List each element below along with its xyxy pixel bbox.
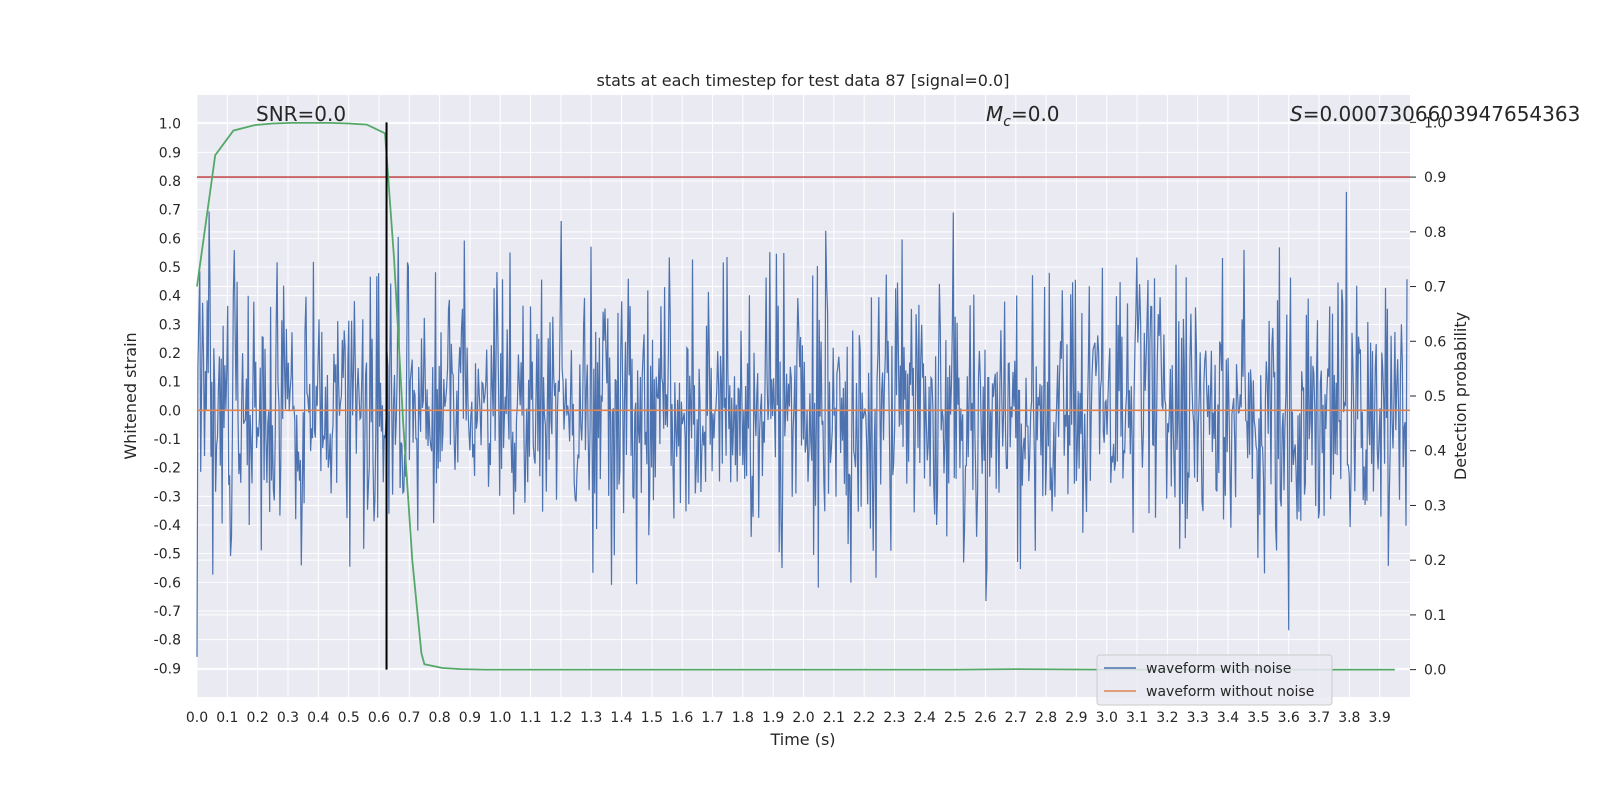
mc-value: =0.0 (1011, 102, 1060, 126)
y-tick-label: 0.2 (159, 346, 181, 362)
legend: waveform with noise waveform without noi… (1096, 654, 1333, 706)
x-tick-label: 0.0 (186, 710, 208, 726)
x-tick-label: 0.8 (428, 710, 450, 726)
x-tick-label: 0.2 (247, 710, 269, 726)
x-tick-label: 3.1 (1126, 710, 1148, 726)
x-tick-label: 3.4 (1217, 710, 1239, 726)
x-tick-label: 1.7 (701, 710, 723, 726)
y-axis-label: Whitened strain (121, 332, 140, 459)
y2-tick-label: 0.7 (1424, 280, 1446, 296)
x-tick-label: 3.5 (1247, 710, 1269, 726)
x-tick-label: 1.4 (610, 710, 632, 726)
x-tick-label: 0.4 (307, 710, 329, 726)
waveform-with-noise-line (196, 191, 1408, 657)
x-tick-label: 0.1 (216, 710, 238, 726)
x-tick-label: 2.6 (974, 710, 996, 726)
legend-box (1096, 654, 1333, 706)
y2-tick-label: 0.5 (1424, 389, 1446, 405)
y-tick-label: -0.1 (154, 432, 181, 448)
y-tick-label: -0.8 (154, 633, 181, 649)
x-tick-label: 2.4 (914, 710, 936, 726)
y2-tick-label: 0.3 (1424, 498, 1446, 514)
noise-waveform (196, 191, 1408, 657)
y2-tick-label: 0.6 (1424, 334, 1446, 350)
y2-tick-label: 0.8 (1424, 225, 1446, 241)
y-tick-label: 0.5 (159, 260, 181, 276)
x-tick-label: 0.6 (368, 710, 390, 726)
y2-tick-label: 0.2 (1424, 553, 1446, 569)
y-axis-ticks: 1.0 0.9 0.8 0.7 0.6 0.5 0.4 0.3 0.2 0.1 0.0 -0.1 -0.… (154, 117, 181, 678)
x-tick-label: 3.0 (1096, 710, 1118, 726)
y-tick-label: -0.7 (154, 604, 181, 620)
x-tick-label: 3.3 (1187, 710, 1209, 726)
x-tick-label: 3.6 (1278, 710, 1300, 726)
x-tick-label: 2.0 (792, 710, 814, 726)
x-tick-label: 0.5 (337, 710, 359, 726)
x-tick-label: 3.2 (1156, 710, 1178, 726)
x-axis-label: Time (s) (769, 730, 835, 749)
s-value: =0.0007306603947654363 (1303, 102, 1581, 126)
mc-subscript: c (1003, 114, 1011, 130)
detection-probability-line (196, 122, 1395, 671)
y2-tick-label: 0.9 (1424, 170, 1446, 186)
x-tick-label: 3.9 (1369, 710, 1391, 726)
mc-symbol: M (986, 102, 1003, 126)
x-tick-label: 2.9 (1065, 710, 1087, 726)
s-symbol: S (1290, 102, 1303, 126)
snr-annotation: SNR=0.0 (256, 102, 346, 126)
y-tick-label: -0.4 (154, 518, 181, 534)
y-tick-label: -0.6 (154, 575, 181, 591)
x-tick-label: 2.3 (883, 710, 905, 726)
y-tick-label: -0.9 (154, 661, 181, 677)
mc-annotation: Mc=0.0 (986, 102, 1060, 130)
y-tick-label: 0.0 (159, 403, 181, 419)
y2-axis-ticks: 1.0 0.9 0.8 0.7 0.6 0.5 0.4 0.3 0.2 0.1 0.0 (1410, 115, 1446, 679)
y2-tick-label: 1.0 (1424, 115, 1446, 131)
y2-tick-label: 0.0 (1424, 663, 1446, 679)
y-tick-label: 0.6 (159, 231, 181, 247)
legend-label-noise: waveform with noise (1146, 661, 1291, 677)
y-tick-label: 0.1 (159, 375, 181, 391)
x-tick-label: 1.8 (732, 710, 754, 726)
x-tick-label: 3.7 (1308, 710, 1330, 726)
x-axis-ticks: 0.0 0.1 0.2 0.3 0.4 0.5 0.6 0.7 0.8 0.9 1.0 1.1 1.2 1… (186, 710, 1391, 726)
y-tick-label: 0.3 (159, 317, 181, 333)
x-tick-label: 3.8 (1338, 710, 1360, 726)
y-tick-label: -0.3 (154, 489, 181, 505)
x-tick-label: 1.1 (519, 710, 541, 726)
legend-label-clean: waveform without noise (1146, 684, 1314, 700)
y-tick-label: 0.4 (159, 289, 181, 305)
x-tick-label: 2.8 (1035, 710, 1057, 726)
x-tick-label: 1.5 (641, 710, 663, 726)
x-tick-label: 2.2 (853, 710, 875, 726)
y-tick-label: 0.7 (159, 203, 181, 219)
y-tick-label: -0.5 (154, 547, 181, 563)
x-tick-label: 1.2 (550, 710, 572, 726)
grid (196, 95, 1410, 697)
chart-title: stats at each timestep for test data 87 … (597, 71, 1010, 90)
y2-tick-label: 0.1 (1424, 608, 1446, 624)
s-annotation: S=0.0007306603947654363 (1290, 102, 1580, 126)
y2-tick-label: 0.4 (1424, 444, 1446, 460)
x-tick-label: 0.9 (459, 710, 481, 726)
x-tick-label: 0.7 (398, 710, 420, 726)
x-tick-label: 1.3 (580, 710, 602, 726)
y-tick-label: -0.2 (154, 461, 181, 477)
x-tick-label: 1.9 (762, 710, 784, 726)
y-tick-label: 0.9 (159, 145, 181, 161)
x-tick-label: 2.1 (823, 710, 845, 726)
y2-axis-label: Detection probability (1451, 312, 1470, 480)
y-tick-label: 0.8 (159, 174, 181, 190)
y-tick-label: 1.0 (159, 117, 181, 133)
x-tick-label: 1.6 (671, 710, 693, 726)
x-tick-label: 0.3 (277, 710, 299, 726)
x-tick-label: 2.5 (944, 710, 966, 726)
x-tick-label: 1.0 (489, 710, 511, 726)
x-tick-label: 2.7 (1005, 710, 1027, 726)
